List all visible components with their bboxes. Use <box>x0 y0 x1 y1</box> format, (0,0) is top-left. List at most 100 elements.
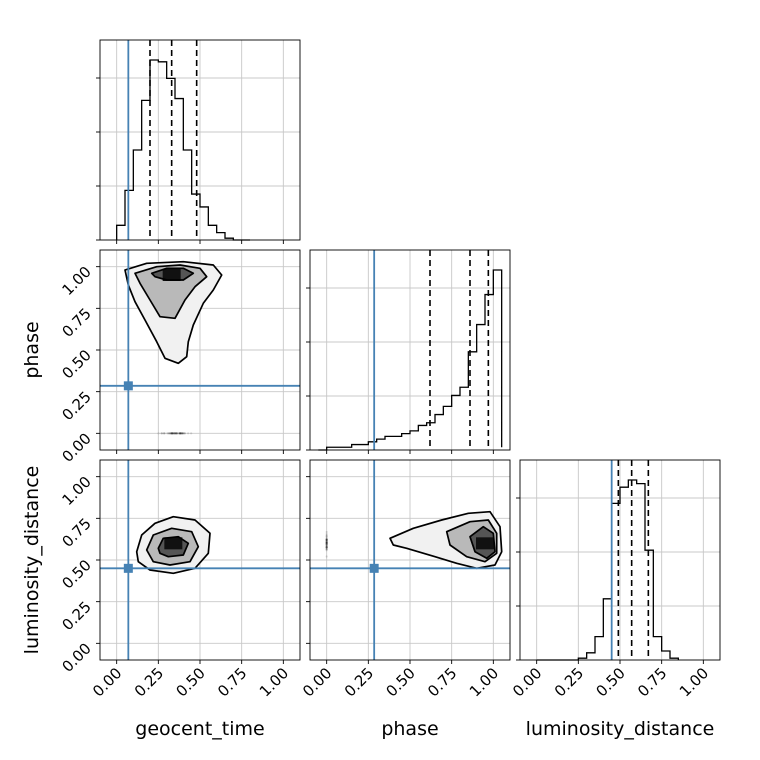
scatter-point <box>163 432 166 435</box>
x-tick-label: 0.25 <box>341 664 377 700</box>
scatter-point <box>160 432 163 435</box>
contour-line <box>150 267 195 281</box>
density-geocent_time-vs-phase: 0.00 0.25 0.50 0.75 1.00 <box>58 249 301 466</box>
y-tick-label: 0.25 <box>58 598 94 634</box>
scatter-point <box>325 541 328 545</box>
scatter-point <box>171 432 174 435</box>
histogram-steps <box>116 59 250 241</box>
y-tick-label: 0.75 <box>58 304 94 340</box>
scatter-point <box>174 432 178 435</box>
scatter-point <box>183 432 186 435</box>
scatter-point <box>173 432 176 435</box>
scatter-point <box>180 432 183 435</box>
scatter-point <box>325 546 328 549</box>
truth-marker <box>123 563 133 573</box>
scatter-point <box>325 541 328 544</box>
scatter-point <box>325 543 328 546</box>
scatter-point <box>325 540 328 543</box>
contour-line <box>469 525 496 560</box>
scatter-point <box>179 432 182 435</box>
y-tick-label: 0.50 <box>58 556 94 592</box>
x-axis-label-phase: phase <box>381 718 438 740</box>
scatter-point <box>174 432 177 435</box>
contour-line <box>145 527 200 566</box>
x-tick-label: 0.50 <box>592 664 628 700</box>
scatter-point <box>168 432 171 435</box>
scatter-point <box>325 535 328 538</box>
density-peak <box>476 537 494 550</box>
histogram-geocent_time <box>96 39 301 244</box>
x-tick-label: 1.00 <box>676 664 712 700</box>
scatter-point <box>190 432 193 435</box>
scatter-point <box>180 432 183 435</box>
scatter-point <box>325 536 328 540</box>
scatter-point <box>325 546 328 549</box>
scatter-point <box>162 432 165 435</box>
scatter-point <box>325 541 328 544</box>
scatter-point <box>325 546 328 549</box>
scatter-point <box>172 432 175 435</box>
scatter-point <box>325 532 328 536</box>
scatter-point <box>166 432 169 435</box>
x-tick-label: 0.50 <box>172 664 208 700</box>
scatter-point <box>157 432 160 435</box>
x-tick-label: 0.75 <box>214 664 250 700</box>
scatter-point <box>325 544 328 548</box>
scatter-point <box>325 546 328 549</box>
scatter-point <box>160 432 163 435</box>
scatter-point <box>325 539 328 542</box>
histogram-steps <box>318 269 503 451</box>
scatter-point <box>175 432 178 435</box>
density-peak <box>164 537 183 550</box>
y-tick-label: 1.00 <box>58 263 94 299</box>
scatter-point <box>325 542 328 545</box>
scatter-point <box>170 432 173 435</box>
scatter-point <box>325 543 328 546</box>
scatter-point <box>325 540 328 543</box>
scatter-point <box>325 541 328 544</box>
histogram-luminosity_distance: 0.00 0.25 0.50 0.75 1.00 <box>509 459 721 700</box>
scatter-point <box>325 548 328 551</box>
scatter-point <box>178 432 181 435</box>
x-tick-label: 0.50 <box>382 664 418 700</box>
scatter-point <box>325 535 328 538</box>
scatter-point <box>179 432 182 435</box>
scatter-point <box>325 540 328 543</box>
x-tick-label: 0.75 <box>424 664 460 700</box>
scatter-point <box>325 545 328 548</box>
scatter-point <box>170 432 173 435</box>
scatter-point <box>325 546 328 549</box>
scatter-point <box>173 432 176 435</box>
contour-line <box>134 264 208 320</box>
y-tick-label: 0.00 <box>58 639 94 675</box>
contour-line <box>157 535 190 558</box>
scatter-point <box>171 432 175 435</box>
y-tick-label: 0.00 <box>58 429 94 465</box>
scatter-point <box>178 432 181 435</box>
scatter-point <box>187 432 190 435</box>
scatter-point <box>179 432 182 435</box>
x-tick-label: 1.00 <box>466 664 502 700</box>
density-peak <box>162 269 181 281</box>
scatter-point <box>178 432 181 435</box>
truth-marker <box>123 381 133 391</box>
scatter-point <box>170 432 173 435</box>
scatter-point <box>173 432 176 435</box>
scatter-point <box>178 432 182 435</box>
density-phase-vs-luminosity_distance: 0.00 0.25 0.50 0.75 1.00 <box>299 459 511 700</box>
scatter-point <box>176 432 180 435</box>
y-tick-label: 0.75 <box>58 514 94 550</box>
scatter-point <box>163 432 166 435</box>
y-tick-label: 1.00 <box>58 473 94 509</box>
scatter-point <box>172 432 175 435</box>
scatter-point <box>170 432 173 435</box>
scatter-point <box>175 432 178 435</box>
contour-line <box>124 260 223 365</box>
scatter-point <box>325 538 328 541</box>
density-geocent_time-vs-luminosity_distance: 0.00 0.25 0.50 0.75 1.000.000.250.500.751.00 <box>58 459 301 700</box>
scatter-point <box>171 432 174 435</box>
histogram-phase <box>306 249 511 454</box>
scatter-point <box>171 432 174 435</box>
x-axis-label-geocent_time: geocent_time <box>135 718 264 740</box>
